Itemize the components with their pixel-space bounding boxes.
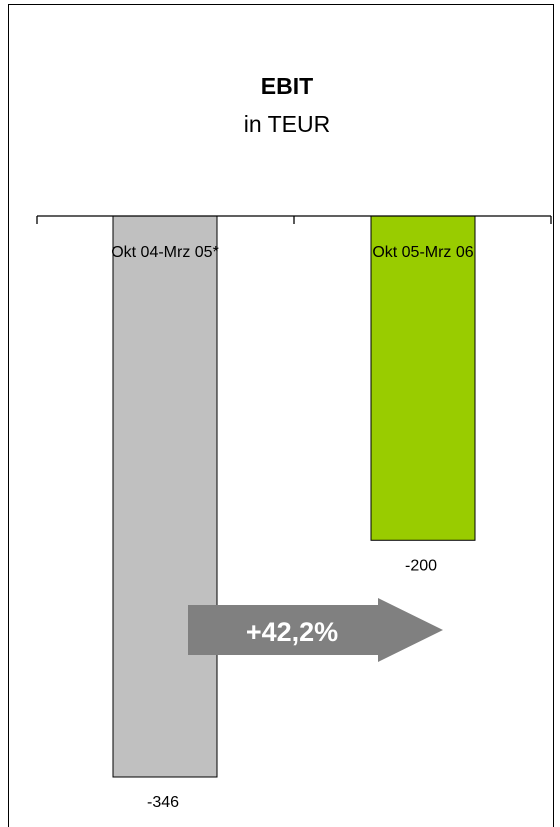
category-label: Okt 04-Mrz 05* [111, 244, 219, 261]
change-arrow [188, 598, 443, 662]
change-annotation: +42,2% [188, 598, 443, 662]
category-label: Okt 05-Mrz 06 [372, 244, 473, 261]
value-label: -346 [147, 794, 179, 811]
chart-subtitle: in TEUR [244, 111, 331, 137]
chart-title: EBIT [261, 73, 313, 99]
change-label: +42,2% [246, 617, 338, 647]
x-axis-ticks [36, 216, 552, 224]
bar [112, 215, 218, 778]
labels-layer: Okt 04-Mrz 05* -346 Okt 05-Mrz 06 -200 [111, 244, 474, 811]
bars-layer [112, 215, 476, 778]
bar [370, 215, 476, 541]
value-label: -200 [405, 557, 437, 574]
chart-frame [8, 4, 554, 827]
